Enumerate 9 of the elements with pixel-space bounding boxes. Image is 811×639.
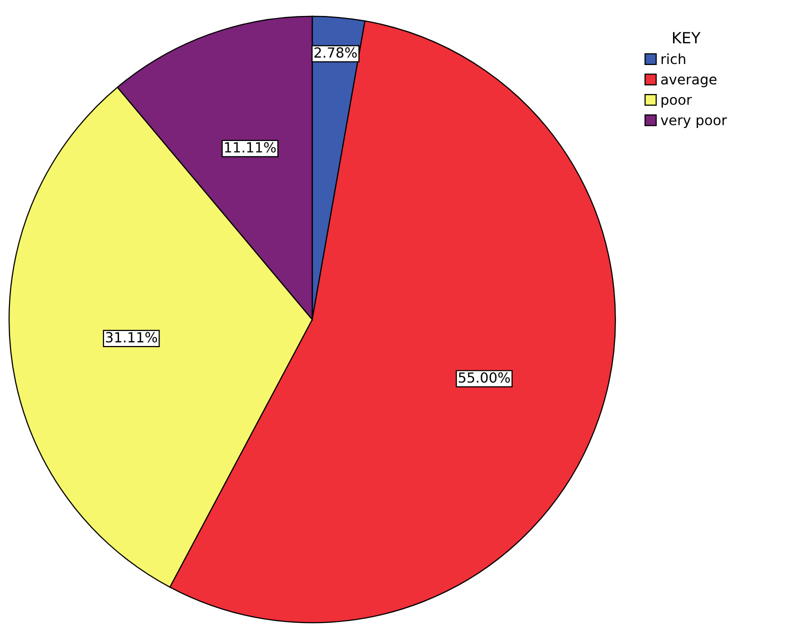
data-label: 2.78%: [314, 47, 357, 58]
legend-label: very poor: [660, 117, 727, 128]
data-label: 55.00%: [458, 372, 510, 383]
data-label: 31.11%: [106, 332, 158, 343]
legend-label: average: [661, 76, 716, 88]
legend-label: poor: [662, 96, 692, 108]
legend-title: KEY: [673, 32, 701, 44]
legend-label: rich: [662, 53, 686, 64]
data-label: 11.11%: [225, 142, 276, 153]
